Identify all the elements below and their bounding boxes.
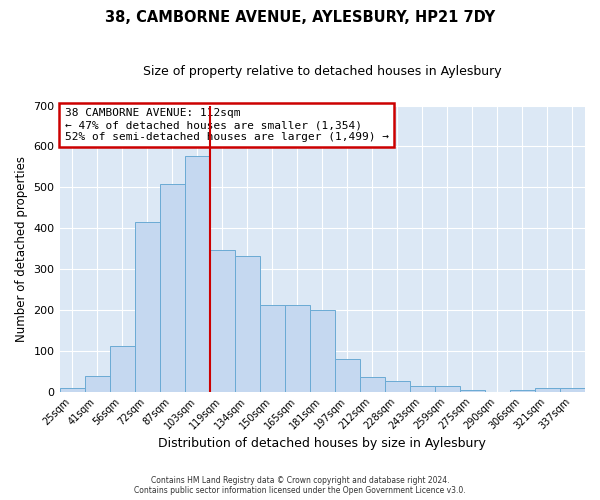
Bar [110, 346, 134, 392]
X-axis label: Distribution of detached houses by size in Aylesbury: Distribution of detached houses by size … [158, 437, 486, 450]
Bar [385, 382, 410, 392]
Bar [260, 306, 285, 392]
Bar [510, 390, 535, 392]
Bar [59, 388, 85, 392]
Text: Contains HM Land Registry data © Crown copyright and database right 2024.
Contai: Contains HM Land Registry data © Crown c… [134, 476, 466, 495]
Bar [160, 184, 185, 392]
Bar [360, 378, 385, 392]
Bar [410, 386, 435, 392]
Bar [185, 156, 209, 392]
Bar [335, 359, 360, 392]
Bar [535, 388, 560, 392]
Y-axis label: Number of detached properties: Number of detached properties [15, 156, 28, 342]
Bar [209, 250, 235, 392]
Bar [85, 376, 110, 392]
Title: Size of property relative to detached houses in Aylesbury: Size of property relative to detached ho… [143, 65, 502, 78]
Bar [285, 306, 310, 392]
Bar [310, 310, 335, 392]
Bar [460, 390, 485, 392]
Bar [134, 222, 160, 392]
Bar [435, 386, 460, 392]
Text: 38 CAMBORNE AVENUE: 112sqm
← 47% of detached houses are smaller (1,354)
52% of s: 38 CAMBORNE AVENUE: 112sqm ← 47% of deta… [65, 108, 389, 142]
Text: 38, CAMBORNE AVENUE, AYLESBURY, HP21 7DY: 38, CAMBORNE AVENUE, AYLESBURY, HP21 7DY [105, 10, 495, 25]
Bar [560, 388, 585, 392]
Bar [235, 256, 260, 392]
